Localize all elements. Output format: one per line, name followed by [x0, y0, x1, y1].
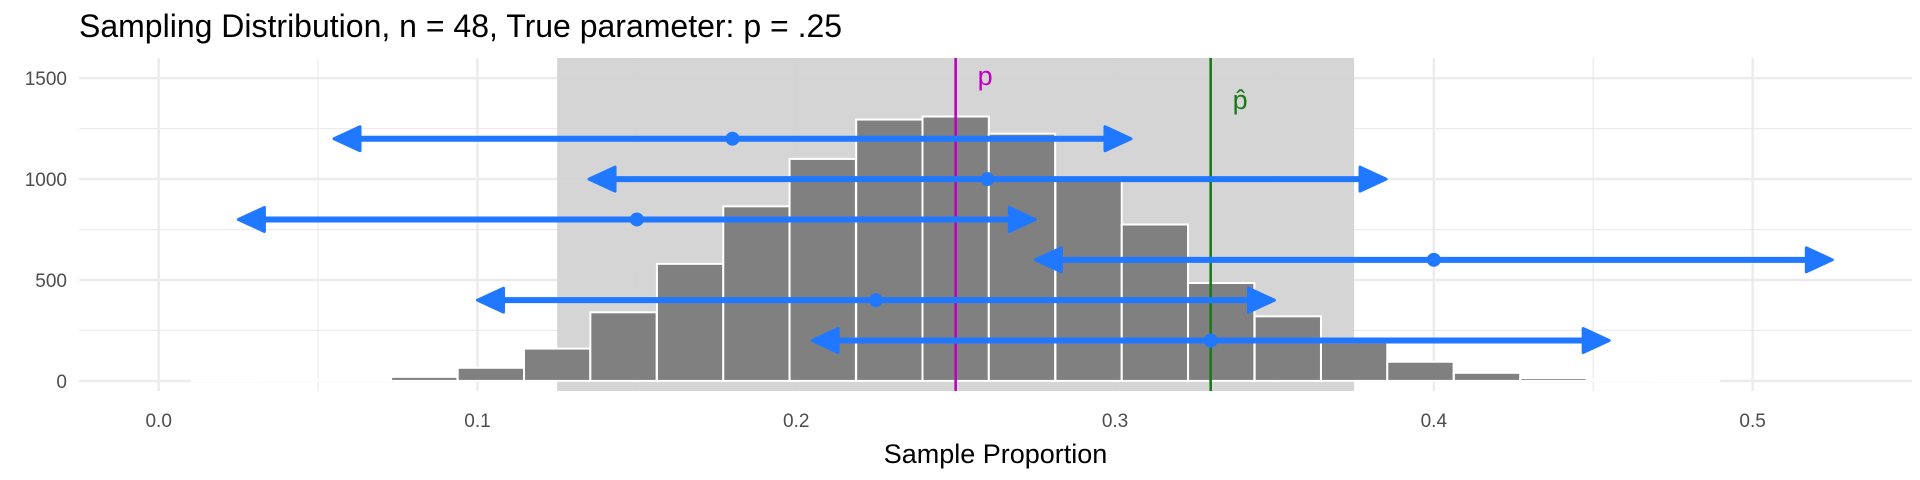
histogram-bar	[1386, 360, 1455, 382]
arrow-right-icon	[1007, 205, 1037, 233]
x-tick-label: 0.2	[783, 411, 809, 432]
confidence-intervals	[236, 125, 1834, 355]
interval-center-point	[868, 293, 883, 308]
x-tick-label: 0.5	[1739, 411, 1765, 432]
x-tick-label: 0.0	[145, 411, 171, 432]
histogram-bar	[390, 375, 459, 382]
arrow-left-icon	[587, 165, 617, 193]
arrow-left-icon	[332, 125, 362, 153]
arrow-right-icon	[1246, 286, 1276, 314]
interval-center-point	[629, 212, 644, 227]
y-tick-label: 1500	[25, 69, 67, 90]
histogram-bar	[1585, 379, 1654, 382]
arrow-right-icon	[1358, 165, 1388, 193]
histogram-bar	[788, 157, 857, 382]
x-tick-label: 0.1	[464, 411, 490, 432]
histogram-bar	[257, 379, 326, 382]
arrow-left-icon	[475, 286, 505, 314]
histogram-bar	[323, 378, 393, 382]
arrow-right-icon	[1581, 327, 1611, 355]
arrow-right-icon	[1103, 125, 1133, 153]
confidence-interval	[332, 125, 1133, 153]
histogram-bar	[1054, 177, 1123, 382]
confidence-interval	[236, 205, 1037, 233]
histogram-bar	[1452, 371, 1522, 382]
y-axis-ticks: 0 500 1000 1500	[25, 69, 67, 393]
histogram-bar	[722, 205, 791, 382]
arrow-right-icon	[1804, 246, 1834, 274]
histogram-bar	[523, 347, 592, 382]
confidence-interval	[1033, 246, 1834, 274]
histogram-bar	[655, 262, 725, 382]
chart-title: Sampling Distribution, n = 48, True para…	[79, 8, 843, 44]
arrow-left-icon	[810, 327, 840, 355]
interval-center-point	[1426, 252, 1441, 267]
histogram-bar	[456, 366, 526, 382]
x-tick-label: 0.4	[1421, 411, 1448, 432]
interval-center-point	[980, 172, 995, 187]
confidence-interval	[587, 165, 1388, 193]
y-tick-label: 500	[35, 271, 67, 292]
true-parameter-label: p	[978, 61, 993, 91]
confidence-interval	[475, 286, 1276, 314]
interval-center-point	[1203, 333, 1218, 348]
x-tick-label: 0.3	[1102, 411, 1128, 432]
histogram-bar	[1519, 377, 1588, 382]
histogram-bar	[855, 118, 924, 382]
histogram-bar	[1253, 315, 1322, 382]
sample-estimate-label: p̂	[1233, 85, 1248, 115]
histogram-bar	[1319, 341, 1389, 382]
x-axis-label: Sample Proportion	[884, 439, 1108, 469]
y-tick-label: 0	[56, 372, 67, 393]
histogram-bar	[589, 311, 658, 382]
x-axis-ticks: 0.0 0.1 0.2 0.3 0.4 0.5	[145, 411, 1765, 432]
arrow-left-icon	[1033, 246, 1063, 274]
arrow-left-icon	[236, 205, 266, 233]
interval-center-point	[725, 131, 740, 146]
y-tick-label: 1000	[25, 170, 67, 191]
confidence-interval	[810, 327, 1611, 355]
